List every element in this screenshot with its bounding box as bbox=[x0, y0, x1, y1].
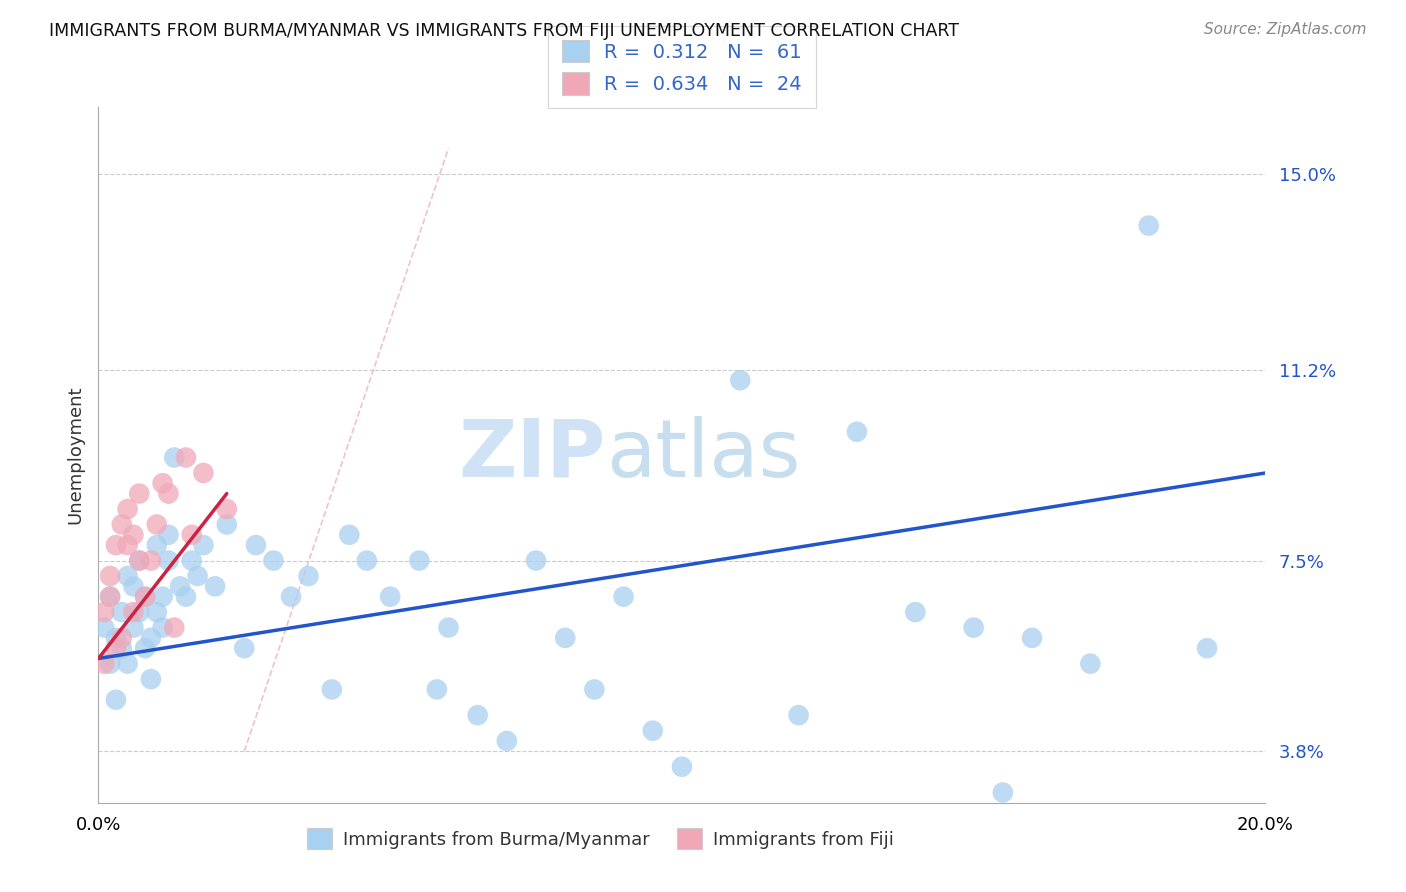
Point bbox=[380, 590, 402, 604]
Point bbox=[321, 682, 343, 697]
Point bbox=[117, 538, 139, 552]
Point bbox=[134, 590, 156, 604]
Point bbox=[104, 631, 127, 645]
Point bbox=[104, 641, 127, 656]
Point bbox=[152, 621, 174, 635]
Point bbox=[467, 708, 489, 723]
Point bbox=[157, 553, 180, 567]
Point bbox=[1137, 219, 1160, 233]
Point bbox=[262, 553, 284, 567]
Point bbox=[122, 528, 145, 542]
Point bbox=[93, 621, 115, 635]
Point bbox=[730, 373, 752, 387]
Point bbox=[111, 641, 134, 656]
Point bbox=[1021, 631, 1043, 645]
Point bbox=[128, 486, 150, 500]
Point bbox=[93, 605, 115, 619]
Point bbox=[139, 672, 162, 686]
Point bbox=[233, 641, 256, 656]
Point bbox=[671, 760, 693, 774]
Point bbox=[583, 682, 606, 697]
Point bbox=[408, 553, 430, 567]
Legend: Immigrants from Burma/Myanmar, Immigrants from Fiji: Immigrants from Burma/Myanmar, Immigrant… bbox=[299, 822, 901, 856]
Point bbox=[193, 466, 215, 480]
Point bbox=[111, 605, 134, 619]
Point bbox=[641, 723, 664, 738]
Point bbox=[104, 692, 127, 706]
Point bbox=[98, 569, 121, 583]
Point bbox=[139, 553, 162, 567]
Point bbox=[134, 641, 156, 656]
Point bbox=[356, 553, 378, 567]
Point bbox=[612, 590, 634, 604]
Point bbox=[152, 590, 174, 604]
Point bbox=[111, 517, 134, 532]
Y-axis label: Unemployment: Unemployment bbox=[66, 385, 84, 524]
Point bbox=[169, 579, 191, 593]
Point bbox=[280, 590, 302, 604]
Point bbox=[146, 605, 169, 619]
Point bbox=[104, 538, 127, 552]
Point bbox=[98, 657, 121, 671]
Point bbox=[337, 528, 360, 542]
Point bbox=[846, 425, 869, 439]
Point bbox=[180, 528, 202, 542]
Point bbox=[215, 517, 238, 532]
Point bbox=[163, 621, 186, 635]
Point bbox=[204, 579, 226, 593]
Text: Source: ZipAtlas.com: Source: ZipAtlas.com bbox=[1204, 22, 1367, 37]
Point bbox=[157, 486, 180, 500]
Point bbox=[1195, 641, 1218, 656]
Text: ZIP: ZIP bbox=[458, 416, 606, 494]
Point bbox=[146, 517, 169, 532]
Point bbox=[117, 657, 139, 671]
Point bbox=[128, 553, 150, 567]
Point bbox=[111, 631, 134, 645]
Point bbox=[139, 631, 162, 645]
Point bbox=[122, 621, 145, 635]
Point bbox=[157, 528, 180, 542]
Point bbox=[437, 621, 460, 635]
Point bbox=[426, 682, 449, 697]
Point bbox=[215, 502, 238, 516]
Point bbox=[496, 734, 519, 748]
Point bbox=[554, 631, 576, 645]
Point bbox=[187, 569, 209, 583]
Point bbox=[98, 590, 121, 604]
Text: atlas: atlas bbox=[606, 416, 800, 494]
Point bbox=[163, 450, 186, 465]
Point bbox=[180, 553, 202, 567]
Point bbox=[98, 590, 121, 604]
Point bbox=[904, 605, 927, 619]
Point bbox=[128, 553, 150, 567]
Point bbox=[1080, 657, 1102, 671]
Point bbox=[117, 502, 139, 516]
Point bbox=[297, 569, 319, 583]
Point bbox=[991, 785, 1014, 799]
Point bbox=[93, 657, 115, 671]
Point bbox=[174, 590, 197, 604]
Point bbox=[134, 590, 156, 604]
Point bbox=[122, 605, 145, 619]
Point bbox=[787, 708, 810, 723]
Point bbox=[117, 569, 139, 583]
Point bbox=[962, 621, 984, 635]
Point bbox=[128, 605, 150, 619]
Point bbox=[174, 450, 197, 465]
Point bbox=[193, 538, 215, 552]
Point bbox=[152, 476, 174, 491]
Point bbox=[146, 538, 169, 552]
Point bbox=[122, 579, 145, 593]
Point bbox=[524, 553, 547, 567]
Point bbox=[245, 538, 267, 552]
Text: IMMIGRANTS FROM BURMA/MYANMAR VS IMMIGRANTS FROM FIJI UNEMPLOYMENT CORRELATION C: IMMIGRANTS FROM BURMA/MYANMAR VS IMMIGRA… bbox=[49, 22, 959, 40]
